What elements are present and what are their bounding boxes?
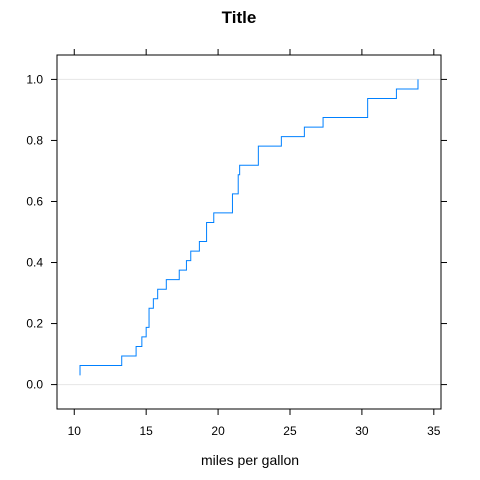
y-axis: 0.0 0.2 0.4 0.6 0.8 1.0 bbox=[26, 72, 447, 392]
ecdf-step-line bbox=[79, 79, 419, 376]
y-tick-label: 0.6 bbox=[26, 194, 43, 208]
reference-lines bbox=[57, 78, 441, 386]
y-tick-label: 0.8 bbox=[26, 133, 43, 147]
plot-frame bbox=[56, 54, 442, 410]
x-axis-label: miles per gallon bbox=[201, 452, 299, 468]
x-tick-label: 35 bbox=[427, 424, 441, 438]
series-layer bbox=[79, 79, 419, 376]
x-tick-label: 25 bbox=[283, 424, 297, 438]
x-tick-label: 30 bbox=[355, 424, 369, 438]
y-tick-label: 0.4 bbox=[26, 256, 43, 270]
x-tick-label: 20 bbox=[211, 424, 225, 438]
y-tick-label: 0.0 bbox=[26, 378, 43, 392]
y-tick-label: 0.2 bbox=[26, 317, 43, 331]
x-tick-label: 15 bbox=[139, 424, 153, 438]
x-axis: 10 15 20 25 30 35 bbox=[68, 49, 441, 438]
x-tick-label: 10 bbox=[68, 424, 82, 438]
chart-title: Title bbox=[222, 8, 257, 27]
y-tick-label: 1.0 bbox=[26, 72, 43, 86]
